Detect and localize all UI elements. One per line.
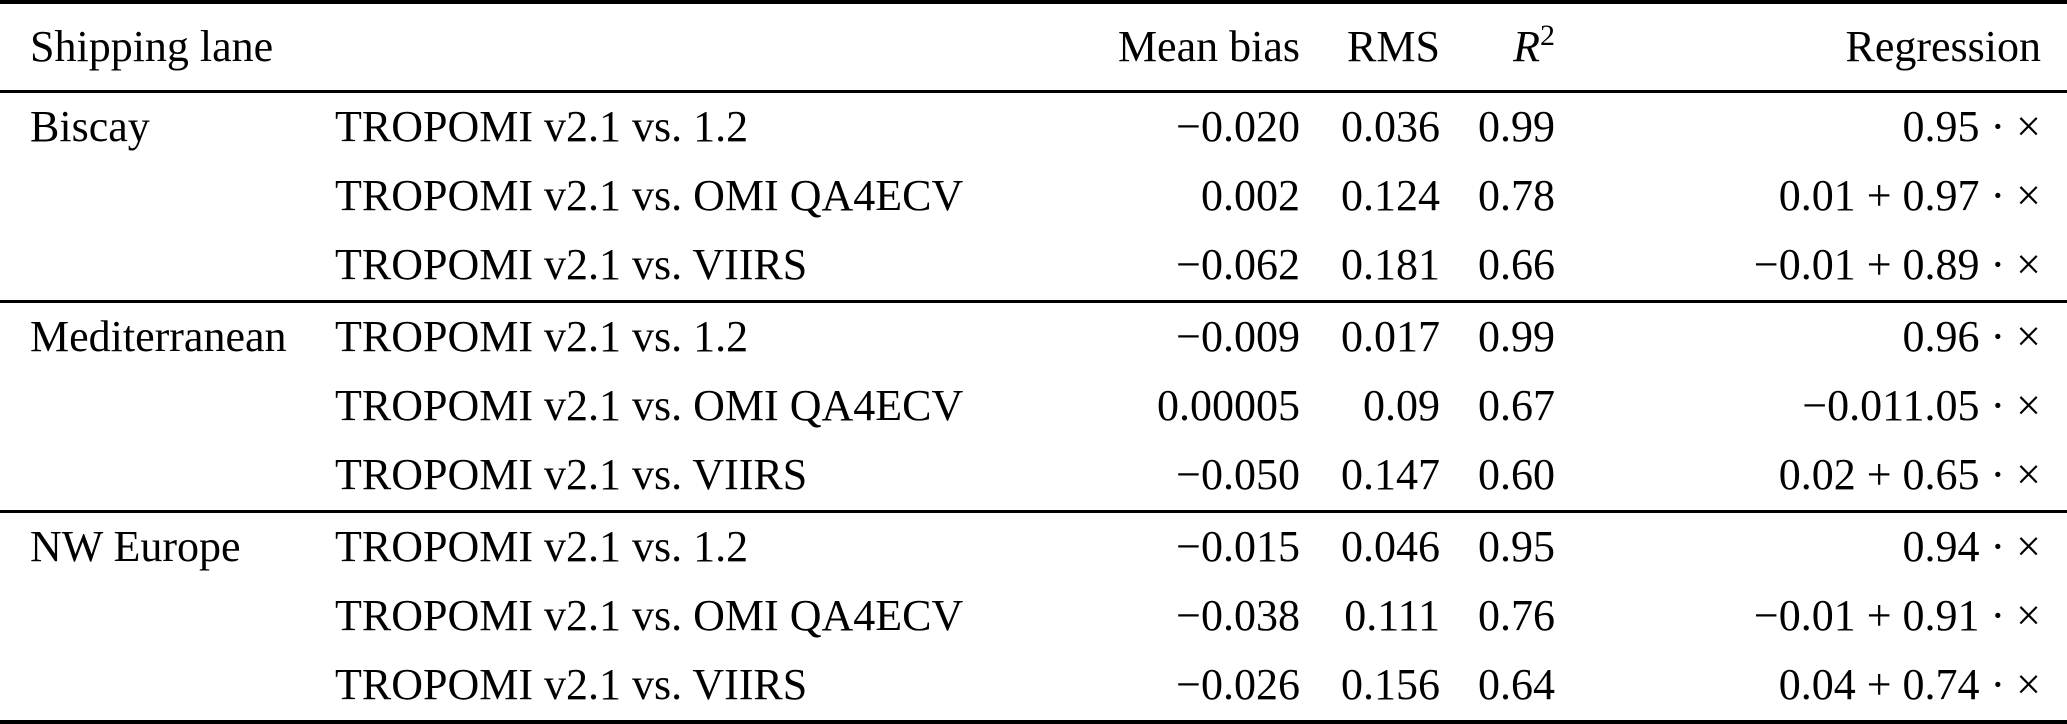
comparison-cell: TROPOMI v2.1 vs. 1.2 (335, 312, 749, 362)
mean-bias-cell: 0.002 (1201, 171, 1300, 221)
mean-bias-cell: −0.015 (1176, 522, 1300, 572)
table-row: TROPOMI v2.1 vs. VIIRS −0.026 0.156 0.64… (0, 651, 2067, 722)
lane-cell (0, 372, 335, 441)
table-row: TROPOMI v2.1 vs. OMI QA4ECV −0.038 0.111… (0, 582, 2067, 651)
comparison-cell: TROPOMI v2.1 vs. OMI QA4ECV (335, 381, 964, 431)
col-header-mean-bias: Mean bias (1117, 21, 1300, 71)
regression-cell: 0.96 · × (1902, 312, 2041, 362)
lane-cell (0, 441, 335, 512)
col-header-regression: Regression (1845, 21, 2041, 71)
col-header-shipping-lane: Shipping lane (30, 21, 274, 71)
mean-bias-cell: 0.00005 (1157, 381, 1300, 431)
regression-cell: −0.01 + 0.91 · × (1753, 591, 2041, 641)
group-mediterranean: Mediterranean TROPOMI v2.1 vs. 1.2 −0.00… (0, 301, 2067, 512)
mean-bias-cell: −0.038 (1176, 591, 1300, 641)
col-header-comparison (335, 2, 980, 92)
rms-cell: 0.124 (1341, 171, 1440, 221)
mean-bias-cell: −0.062 (1176, 240, 1300, 290)
table-row: NW Europe TROPOMI v2.1 vs. 1.2 −0.015 0.… (0, 512, 2067, 583)
lane-cell (0, 651, 335, 722)
r2-cell: 0.60 (1478, 450, 1555, 500)
mean-bias-cell: −0.009 (1176, 312, 1300, 362)
r2-cell: 0.99 (1478, 312, 1555, 362)
regression-cell: −0.011.05 · × (1802, 381, 2041, 431)
lane-cell (0, 231, 335, 302)
comparison-cell: TROPOMI v2.1 vs. OMI QA4ECV (335, 171, 964, 221)
mean-bias-cell: −0.026 (1176, 660, 1300, 710)
regression-cell: 0.94 · × (1902, 522, 2041, 572)
comparison-cell: TROPOMI v2.1 vs. VIIRS (335, 240, 808, 290)
comparison-cell: TROPOMI v2.1 vs. VIIRS (335, 660, 808, 710)
rms-cell: 0.046 (1341, 522, 1440, 572)
col-header-r2: R2 (1440, 2, 1555, 92)
regression-cell: 0.95 · × (1902, 102, 2041, 152)
comparison-cell: TROPOMI v2.1 vs. VIIRS (335, 450, 808, 500)
lane-cell (0, 162, 335, 231)
rms-cell: 0.156 (1341, 660, 1440, 710)
mean-bias-cell: −0.050 (1176, 450, 1300, 500)
rms-cell: 0.017 (1341, 312, 1440, 362)
table-row: TROPOMI v2.1 vs. OMI QA4ECV 0.002 0.124 … (0, 162, 2067, 231)
r2-cell: 0.78 (1478, 171, 1555, 221)
regression-cell: 0.02 + 0.65 · × (1778, 450, 2041, 500)
rms-cell: 0.09 (1363, 381, 1440, 431)
table-row: Biscay TROPOMI v2.1 vs. 1.2 −0.020 0.036… (0, 92, 2067, 163)
regression-cell: 0.01 + 0.97 · × (1778, 171, 2041, 221)
table-row: TROPOMI v2.1 vs. VIIRS −0.062 0.181 0.66… (0, 231, 2067, 302)
table-row: TROPOMI v2.1 vs. OMI QA4ECV 0.00005 0.09… (0, 372, 2067, 441)
r2-cell: 0.99 (1478, 102, 1555, 152)
lane-cell: Mediterranean (30, 312, 287, 362)
lane-cell: NW Europe (30, 522, 241, 572)
comparison-cell: TROPOMI v2.1 vs. 1.2 (335, 102, 749, 152)
r2-cell: 0.64 (1478, 660, 1555, 710)
r2-cell: 0.95 (1478, 522, 1555, 572)
r2-cell: 0.67 (1478, 381, 1555, 431)
group-biscay: Biscay TROPOMI v2.1 vs. 1.2 −0.020 0.036… (0, 91, 2067, 302)
rms-cell: 0.147 (1341, 450, 1440, 500)
table-row: TROPOMI v2.1 vs. VIIRS −0.050 0.147 0.60… (0, 441, 2067, 512)
table-header: Shipping lane Mean bias RMS R2 Regressio… (0, 2, 2067, 92)
col-header-rms: RMS (1347, 21, 1440, 71)
r2-symbol: R (1513, 21, 1540, 71)
comparison-cell: TROPOMI v2.1 vs. OMI QA4ECV (335, 591, 964, 641)
lane-cell (0, 582, 335, 651)
r2-cell: 0.66 (1478, 240, 1555, 290)
rms-cell: 0.036 (1341, 102, 1440, 152)
rms-cell: 0.181 (1341, 240, 1440, 290)
lane-cell: Biscay (30, 102, 150, 152)
r2-exponent: 2 (1540, 18, 1555, 52)
rms-cell: 0.111 (1344, 591, 1440, 641)
table-row: Mediterranean TROPOMI v2.1 vs. 1.2 −0.00… (0, 302, 2067, 373)
header-row: Shipping lane Mean bias RMS R2 Regressio… (0, 2, 2067, 92)
comparison-cell: TROPOMI v2.1 vs. 1.2 (335, 522, 749, 572)
regression-cell: 0.04 + 0.74 · × (1778, 660, 2041, 710)
group-nw-europe: NW Europe TROPOMI v2.1 vs. 1.2 −0.015 0.… (0, 511, 2067, 723)
regression-cell: −0.01 + 0.89 · × (1753, 240, 2041, 290)
r2-cell: 0.76 (1478, 591, 1555, 641)
mean-bias-cell: −0.020 (1176, 102, 1300, 152)
